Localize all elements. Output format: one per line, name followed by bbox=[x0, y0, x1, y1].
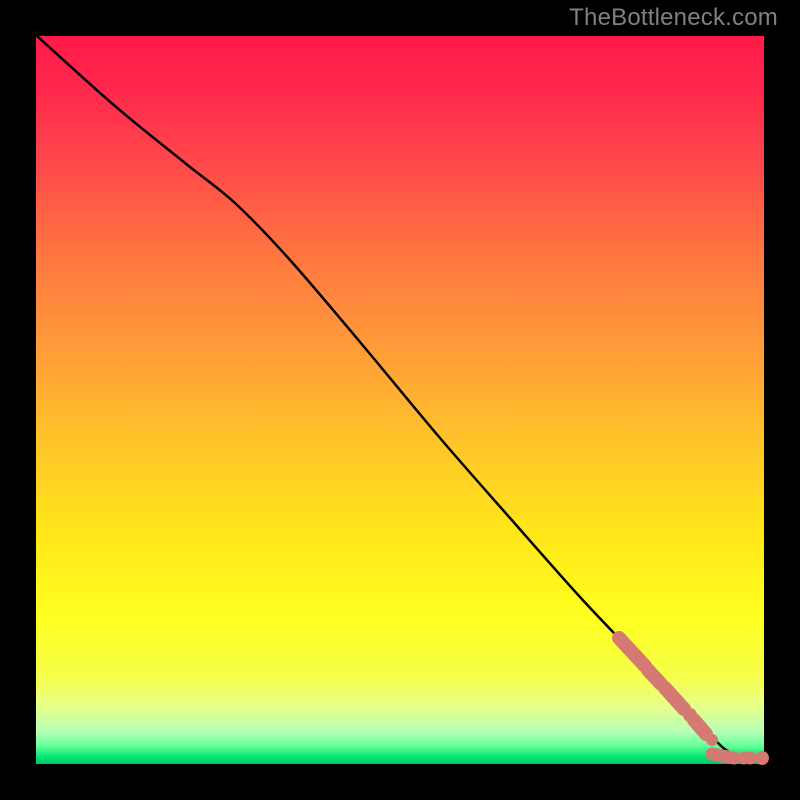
chart-plot bbox=[0, 0, 800, 800]
marker-dot bbox=[755, 751, 769, 765]
chart-svg bbox=[0, 0, 800, 800]
marker-dot bbox=[744, 752, 757, 765]
marker-capsule bbox=[694, 720, 706, 734]
marker-capsule bbox=[712, 754, 734, 758]
plot-background bbox=[36, 36, 764, 764]
watermark-text: TheBottleneck.com bbox=[569, 4, 778, 32]
marker-dot bbox=[706, 734, 718, 746]
marker-capsule bbox=[648, 670, 661, 684]
